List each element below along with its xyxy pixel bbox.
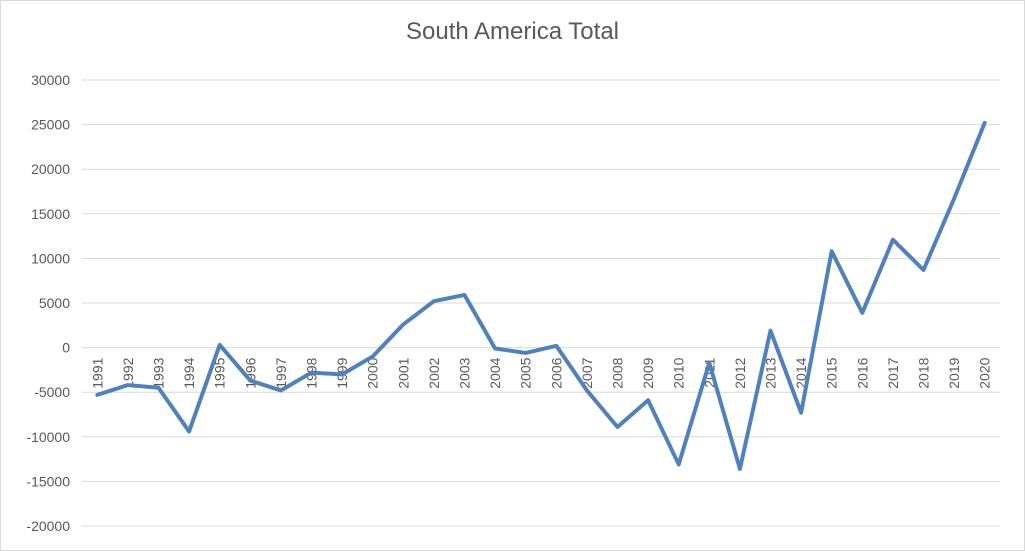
y-tick-label: 0	[62, 340, 70, 356]
x-tick-label: 2019	[946, 357, 962, 388]
y-tick-label: 20000	[31, 161, 70, 177]
x-tick-label: 2005	[518, 357, 534, 388]
x-tick-label: 2008	[610, 357, 626, 388]
x-tick-label: 1997	[273, 357, 289, 388]
x-tick-label: 2020	[977, 357, 993, 388]
x-tick-label: 2013	[763, 357, 779, 388]
x-tick-label: 2018	[916, 357, 932, 388]
y-tick-label: 25000	[31, 117, 70, 133]
x-tick-label: 2003	[457, 357, 473, 388]
x-tick-label: 2007	[579, 357, 595, 388]
y-axis-ticks: 30000 25000 20000 15000 10000 5000 0 -5000 -1000…	[26, 72, 70, 534]
x-tick-label: 1992	[120, 357, 136, 388]
gridlines	[82, 79, 1000, 527]
series-line	[95, 120, 987, 471]
x-tick-label: 2017	[885, 357, 901, 388]
y-tick-label: 10000	[31, 250, 70, 266]
x-tick-label: 2004	[487, 357, 503, 388]
chart-title: South America Total	[405, 18, 619, 45]
x-tick-label: 1995	[212, 357, 228, 388]
x-tick-label: 2009	[640, 357, 656, 388]
series-line-group	[95, 120, 987, 471]
x-tick-label: 1993	[151, 357, 167, 388]
x-tick-label: 2000	[365, 357, 381, 388]
y-tick-label: -20000	[26, 518, 70, 534]
y-tick-label: 5000	[39, 295, 70, 311]
x-tick-label: 1994	[181, 357, 197, 388]
x-tick-label: 1991	[89, 357, 105, 388]
y-tick-label: 15000	[31, 206, 70, 222]
x-tick-label: 2016	[854, 357, 870, 388]
y-tick-label: -10000	[26, 429, 70, 445]
y-tick-label: -15000	[26, 473, 70, 489]
y-tick-label: -5000	[34, 384, 70, 400]
x-tick-label: 2010	[671, 357, 687, 388]
x-axis-ticks: 1991 1992 1993 1994 1995 1996 1997 1998 1999 2000…	[89, 357, 992, 388]
x-tick-label: 2006	[548, 357, 564, 388]
x-tick-label: 2002	[426, 357, 442, 388]
y-tick-label: 30000	[31, 72, 70, 88]
x-tick-label: 2015	[824, 357, 840, 388]
x-tick-label: 2001	[395, 357, 411, 388]
x-tick-label: 2012	[732, 357, 748, 388]
